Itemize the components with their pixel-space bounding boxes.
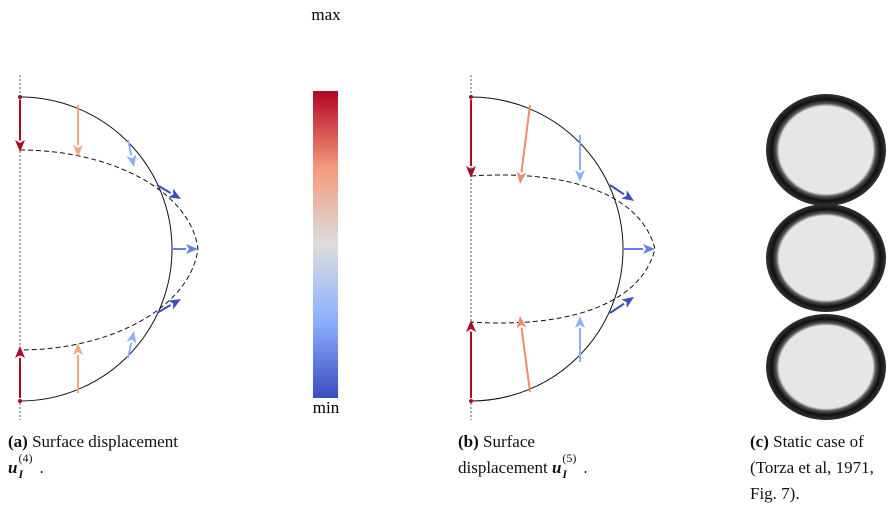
undeformed-surface [20, 97, 172, 401]
displacement-arrow [522, 105, 530, 172]
symbol: u [8, 458, 17, 477]
caption-label: (b) [458, 432, 479, 451]
arrow-head [621, 190, 634, 201]
colorbar-max-label: max [311, 5, 340, 25]
caption-text: Surface displacement [32, 432, 178, 451]
arrow-head [168, 299, 181, 309]
caption-label: (c) [750, 432, 769, 451]
arrow-head [517, 171, 527, 184]
drop-photo [766, 314, 886, 420]
caption-text: Static case of (Torza et al, 1971, Fig. … [750, 432, 874, 503]
caption-end: . [39, 458, 43, 477]
arrow-head [643, 244, 655, 254]
deformed-surface [20, 150, 198, 350]
subscript: I [562, 461, 567, 487]
displacement-arrow [522, 328, 530, 392]
symbol: u [552, 458, 561, 477]
displacement-arrow [128, 140, 131, 155]
axis-point [469, 95, 473, 99]
arrow-head [575, 316, 585, 328]
caption-end: . [583, 458, 587, 477]
drop-photo [766, 204, 886, 312]
axis-point [18, 399, 22, 403]
arrow-head [466, 320, 476, 332]
arrow-head [127, 331, 137, 344]
axis-point [469, 399, 473, 403]
caption: (a) Surface displacement u(4)I. [8, 429, 178, 481]
arrow-head [575, 170, 585, 182]
arrow-head [168, 189, 181, 199]
displacement-arrow [157, 305, 171, 313]
drop-photo [766, 94, 886, 206]
arrow-head [127, 154, 137, 167]
colorbar-min-label: min [313, 398, 339, 418]
caption: (b) Surface displacement u(5)I. [458, 429, 628, 481]
axis-point [18, 95, 22, 99]
undeformed-surface [471, 97, 623, 401]
subscript: I [18, 461, 23, 487]
displacement-arrow [128, 343, 131, 358]
arrow-head [186, 244, 198, 254]
caption: (c) Static case of (Torza et al, 1971, F… [750, 429, 890, 507]
arrow-head [73, 145, 83, 157]
colorbar [313, 91, 338, 398]
figure: max min (a) Surface displacement u(4)I. … [0, 0, 891, 510]
arrow-head [621, 297, 634, 308]
